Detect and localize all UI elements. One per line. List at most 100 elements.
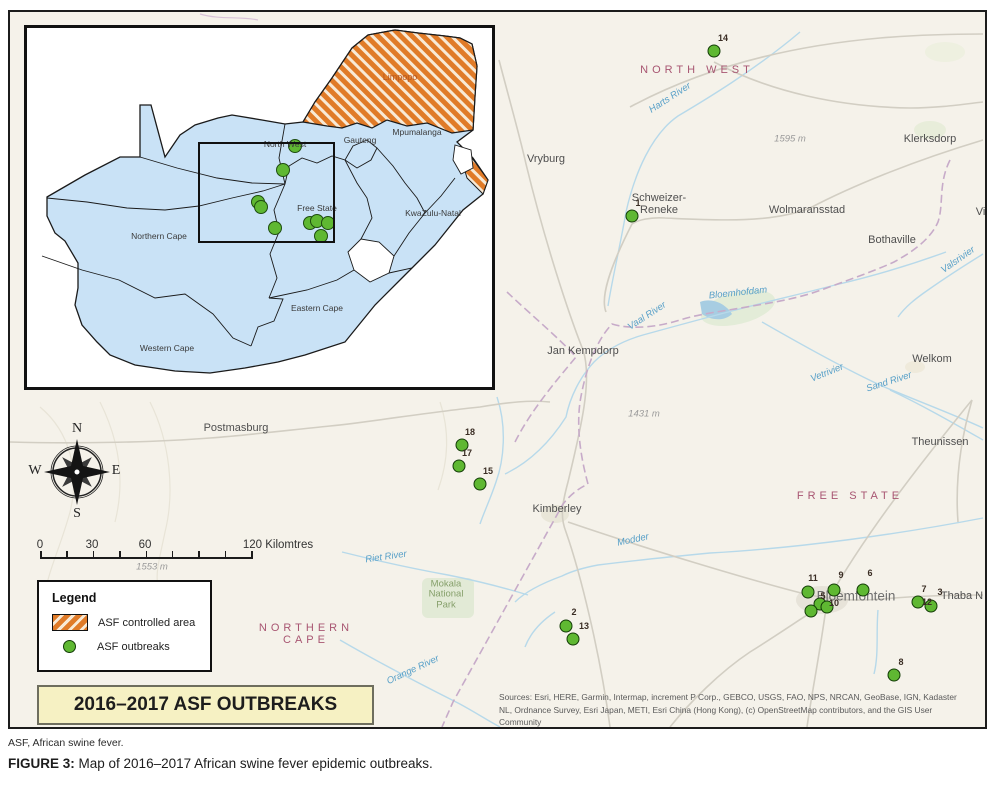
map-label: 1595 m (774, 133, 806, 145)
inset-outbreak-dot (268, 221, 282, 235)
map-label: Viljo (975, 206, 986, 218)
legend-item-controlled-area: ASF controlled area (52, 614, 210, 631)
compass-s-label: S (73, 506, 81, 521)
compass-rose-icon (44, 439, 110, 505)
inset-label: Mpumalanga (392, 127, 442, 137)
outbreak-label-17: 17 (461, 448, 473, 458)
lesotho-area (347, 238, 395, 283)
scale-label: 0 (36, 539, 44, 551)
legend-box: Legend ASF controlled area ASF outbreaks (37, 580, 212, 672)
outbreak-dot-3 (924, 599, 938, 613)
compass-n-label: N (71, 421, 83, 436)
legend-item-label: ASF outbreaks (97, 640, 170, 653)
inset-label: Northern Cape (131, 231, 187, 241)
inset-overview-map: Limpopo North West Gauteng Mpumalanga Free S… (24, 25, 495, 390)
outbreak-label-11: 11 (808, 573, 818, 583)
outbreak-label-15: 15 (482, 466, 494, 476)
outbreak-label-6: 6 (867, 568, 873, 578)
inset-outbreak-dot (276, 163, 290, 177)
boundary-dashed (441, 159, 951, 727)
inset-outbreak-dot (254, 200, 268, 214)
outbreak-dot-15 (473, 477, 487, 491)
map-label: Mokala National Park (428, 578, 464, 611)
outbreak-dot-10 (820, 600, 834, 614)
map-label: Theunissen (911, 436, 969, 448)
inset-south-africa-map (41, 29, 489, 374)
map-label: Thaba N (940, 590, 984, 602)
inset-label: Eastern Cape (291, 303, 343, 313)
figure-caption-label: FIGURE 3: (8, 756, 75, 771)
outbreak-label-12: 12 (921, 597, 933, 607)
compass-e-label: E (111, 463, 121, 478)
outbreak-label-2: 2 (571, 607, 577, 617)
outbreak-dot-9 (827, 583, 841, 597)
scale-tick (251, 551, 253, 559)
scale-tick (145, 551, 147, 559)
outbreak-label-10: 10 (828, 598, 840, 608)
inset-label: Gauteng (343, 135, 377, 145)
scale-tick (198, 551, 200, 559)
map-label: Klerksdorp (903, 133, 957, 145)
outbreak-label-7: 7 (921, 584, 927, 594)
outbreak-dot-2 (559, 619, 573, 633)
outbreak-label-13: 13 (578, 621, 590, 631)
scale-label: 30 (85, 539, 99, 551)
outbreak-dot-7 (911, 595, 925, 609)
map-label: 1553 m (136, 561, 168, 573)
outbreak-label-5: 5 (820, 591, 826, 601)
inset-label: Limpopo (382, 72, 418, 82)
figure-caption: FIGURE 3: Map of 2016–2017 African swine… (8, 756, 433, 771)
legend-item-outbreaks: ASF outbreaks (52, 640, 210, 653)
eswatini-area (452, 144, 474, 175)
map-label: Welkom (912, 353, 952, 365)
figure-caption-text: Map of 2016–2017 African swine fever epi… (74, 756, 433, 771)
caption-abbreviation: ASF, African swine fever. (8, 737, 124, 749)
map-label: NORTH WEST (640, 64, 754, 76)
map-label: Vryburg (526, 153, 566, 165)
inset-label: KwaZulu-Natal (405, 208, 461, 218)
scale-tick (40, 551, 42, 559)
terrain-patches (422, 42, 965, 618)
scale-label: 60 (138, 539, 152, 551)
outbreak-dot-11 (801, 585, 815, 599)
map-label: Postmasburg (203, 422, 269, 434)
inset-label: North West (263, 139, 307, 149)
inset-label: Free State (297, 203, 337, 213)
sources-attribution: Sources: Esri, HERE, Garmin, Intermap, i… (499, 692, 957, 728)
compass-w-label: W (28, 463, 42, 478)
outbreak-label-14: 14 (717, 33, 729, 43)
map-label: FREE STATE (796, 490, 904, 502)
outbreak-dot-8 (887, 668, 901, 682)
dot-swatch-icon (63, 640, 76, 653)
outbreak-label-8: 8 (898, 657, 904, 667)
map-extent-rectangle (198, 142, 335, 243)
outbreak-label-18: 18 (464, 427, 476, 437)
map-title-banner: 2016–2017 ASF OUTBREAKS (37, 685, 374, 725)
scale-tick (171, 551, 174, 559)
outbreak-dot (804, 604, 818, 618)
outbreak-dot-17 (452, 459, 466, 473)
outbreak-label-3: 3 (937, 587, 943, 597)
map-label: Wolmaransstad (768, 204, 846, 216)
map-label: Schweizer- Reneke (631, 192, 687, 216)
scale-tick (92, 551, 95, 559)
map-label: Kimberley (532, 503, 582, 515)
main-map: NORTH WEST Vryburg Klerksdorp Schweizer- Re… (8, 10, 987, 729)
scale-tick (66, 551, 68, 559)
rivers (339, 31, 984, 727)
outbreak-dot-13 (566, 632, 580, 646)
inset-label: Western Cape (139, 343, 195, 353)
outbreak-label-9: 9 (838, 570, 844, 580)
legend-item-label: ASF controlled area (98, 616, 196, 629)
map-label: Bothaville (868, 234, 916, 246)
outbreak-dot-6 (856, 583, 870, 597)
map-label: Jan Kempdorp (547, 345, 619, 357)
map-label: 1431 m (628, 408, 660, 420)
outbreak-label-1: 1 (635, 198, 641, 208)
scale-label: 120 Kilomtres (242, 539, 314, 551)
scale-tick (224, 551, 227, 559)
outbreak-dot-1 (625, 209, 639, 223)
map-label: NORTHERN CAPE (258, 622, 354, 646)
asf-controlled-area-region (302, 29, 478, 134)
